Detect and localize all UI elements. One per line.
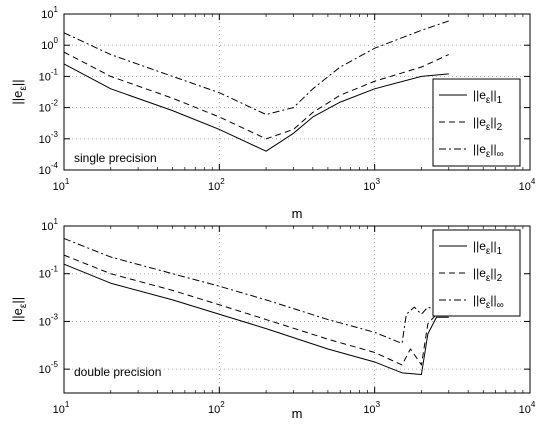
legend: ||eε||1 ||eε||2 ||eε||∞ [432,229,521,317]
series-line-l1 [63,263,449,375]
y-tick-label: 101 [41,217,58,233]
series-line-l1 [63,63,449,152]
y-tick-label: 10-3 [39,312,59,328]
axes-frame [63,13,531,171]
x-tick-label: 101 [53,400,70,416]
y-tick-label: 10-2 [39,99,59,115]
series-line-linf [63,238,449,344]
x-tick-label: 103 [363,177,380,193]
y-axis-label: ||eε|| [10,79,29,104]
y-axis-label-group: ||eε|| [10,79,29,104]
precision-annotation: double precision [74,365,161,379]
legend: ||eε||1 ||eε||2 ||eε||∞ [432,78,521,167]
series-line-l2 [63,254,449,366]
y-tick-label: 10-3 [39,130,59,146]
x-axis-label: m [292,206,303,221]
precision-annotation: single precision [74,151,157,165]
x-tick-label: 102 [208,177,225,193]
y-axis-label: ||eε|| [10,297,29,322]
x-tick-label: 104 [519,177,536,193]
legend-box [432,229,521,317]
axes-frame [63,225,531,394]
y-tick-label: 101 [41,5,58,21]
panel-double-precision: 101 102 103 104 10-5 10-3 10-1 101 m ||eε|| double… [10,217,536,421]
y-tick-label: 100 [41,36,58,52]
x-tick-label: 102 [208,400,225,416]
legend-label: ||eε||∞ [473,142,504,160]
y-axis-label-group: ||eε|| [10,297,29,322]
panel-single-precision: 101 102 103 104 10-4 10-3 10-2 10-1 100 101 m ||eε|… [10,5,536,221]
x-axis-label: m [292,406,303,421]
y-tick-label: 10-1 [39,67,59,83]
legend-label: ||eε||1 [473,239,503,257]
x-tick-label: 104 [519,400,536,416]
series-line-linf [63,20,449,116]
legend-label: ||eε||2 [473,266,503,284]
y-tick-label: 10-5 [39,360,59,376]
series-line-l2 [63,51,449,140]
legend-box [432,78,521,167]
y-tick-label: 10-1 [39,265,59,281]
legend-label: ||eε||2 [473,115,503,133]
x-tick-label: 101 [53,177,70,193]
legend-label: ||eε||∞ [473,293,504,311]
x-tick-label: 103 [363,400,380,416]
y-tick-label: 10-4 [39,161,59,177]
legend-label: ||eε||1 [473,88,503,106]
